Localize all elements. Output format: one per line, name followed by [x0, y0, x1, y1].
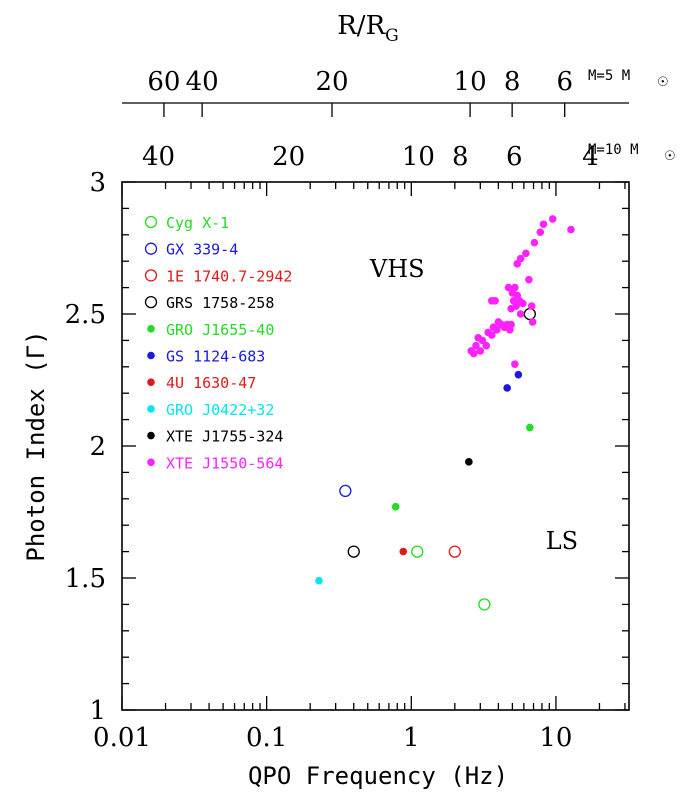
- data-points: [315, 215, 575, 611]
- data-point-filled: [511, 360, 519, 368]
- legend-label: 4U 1630-47: [166, 374, 256, 392]
- data-point-filled: [567, 225, 575, 234]
- legend-marker-open: [144, 242, 158, 255]
- legend-marker-filled: [147, 405, 155, 413]
- x-axis-label: QPO Frequency (Hz): [248, 762, 508, 790]
- y-tick-label: 1.5: [65, 564, 106, 594]
- mass10-tick-label: 4: [582, 142, 599, 172]
- data-point-open: [478, 598, 491, 611]
- data-point-open: [347, 545, 360, 558]
- legend-label: GX 339-4: [166, 241, 238, 259]
- data-point-filled: [482, 341, 491, 350]
- data-point-filled: [528, 318, 537, 326]
- data-point-filled: [504, 283, 513, 292]
- data-point-filled: [491, 297, 499, 305]
- legend-label: GS 1124-683: [166, 348, 265, 366]
- data-point-filled: [478, 336, 487, 345]
- top-axis-title: R/RG: [337, 11, 399, 46]
- legend-marker-open: [144, 269, 158, 282]
- legend: Cyg X-1 GX 339-4 1E 1740.7-2942 GRS 1758-25…: [144, 214, 292, 472]
- legend-label: XTE J1755-324: [166, 428, 283, 446]
- mass10-tick-label: 6: [506, 142, 523, 172]
- mass10-tick-label: 20: [272, 142, 305, 172]
- mass10-tick-label: 40: [142, 142, 175, 172]
- data-point-filled: [507, 320, 515, 329]
- legend-label: 1E 1740.7-2942: [166, 267, 292, 285]
- data-point-open: [523, 307, 536, 321]
- data-point-filled: [315, 576, 323, 585]
- mass5-tick-label: 20: [315, 67, 348, 97]
- mass10-label: M=10 M: [588, 142, 639, 158]
- y-tick-label: 3: [89, 168, 106, 198]
- x-axis-ticks: 0.01 0.1 1 10: [93, 182, 626, 753]
- mass5-tick-label: 60: [147, 67, 180, 97]
- data-point-filled: [511, 283, 519, 292]
- y-axis-ticks: 1 1.5 2 2.5 3: [65, 168, 629, 726]
- data-point-open: [339, 484, 352, 498]
- x-tick-label: 0.01: [93, 723, 151, 753]
- legend-marker-filled: [147, 351, 155, 360]
- data-point-open: [411, 545, 424, 558]
- legend-marker-open: [144, 295, 158, 309]
- legend-marker-open: [144, 215, 158, 229]
- data-point-filled: [518, 299, 527, 308]
- legend-marker-filled: [147, 431, 155, 440]
- legend-label: GRO J0422+32: [166, 401, 274, 419]
- x-tick-label: 1: [403, 723, 420, 753]
- legend-marker-filled: [147, 325, 155, 333]
- top-axis-title-subscript: G: [385, 26, 399, 46]
- data-point-filled: [516, 310, 525, 318]
- data-point-filled: [465, 458, 473, 466]
- legend-label: Cyg X-1: [166, 214, 229, 232]
- data-point-filled: [539, 220, 548, 229]
- data-point-filled: [487, 331, 496, 339]
- mass10-sun-symbol: ☉: [664, 149, 676, 164]
- legend-label: GRS 1758-258: [166, 294, 274, 312]
- y-tick-label: 2: [89, 432, 106, 462]
- legend-marker-filled: [147, 378, 155, 387]
- region-label: LS: [546, 527, 578, 555]
- mass5-tick-label: 40: [186, 67, 219, 97]
- y-tick-label: 2.5: [65, 300, 106, 330]
- data-point-filled: [530, 238, 539, 247]
- data-point-filled: [536, 228, 545, 236]
- data-point-filled: [514, 370, 523, 379]
- data-point-open: [448, 545, 461, 558]
- y-axis-label: Photon Index (Γ): [22, 330, 50, 561]
- data-point-filled: [527, 302, 536, 310]
- x-tick-label: 10: [539, 723, 572, 753]
- mass5-sun-symbol: ☉: [657, 75, 669, 90]
- data-point-filled: [503, 384, 511, 392]
- data-point-filled: [391, 502, 400, 511]
- legend-marker-filled: [147, 458, 155, 467]
- mass5-tick-label: 10: [454, 67, 487, 97]
- region-label: VHS: [369, 255, 425, 283]
- data-point-filled: [526, 423, 534, 432]
- legend-label: GRO J1655-40: [166, 321, 274, 339]
- data-point-filled: [469, 349, 478, 358]
- data-point-filled: [399, 547, 408, 556]
- annotations: VHS LS: [369, 255, 578, 555]
- data-point-filled: [548, 215, 557, 223]
- mass5-tick-label: 6: [556, 67, 573, 97]
- data-point-filled: [516, 254, 525, 263]
- mass5-label: M=5 M: [588, 68, 630, 84]
- y-tick-label: 1: [89, 696, 106, 726]
- data-point-filled: [525, 275, 533, 284]
- mass10-tick-label: 10: [402, 142, 435, 172]
- mass5-tick-label: 8: [504, 67, 521, 97]
- legend-label: XTE J1550-564: [166, 454, 283, 472]
- x-tick-label: 0.1: [246, 723, 287, 753]
- data-point-filled: [476, 347, 485, 355]
- data-point-filled: [472, 341, 480, 350]
- data-point-filled: [492, 326, 501, 334]
- data-point-filled: [522, 249, 530, 258]
- mass10-tick-label: 8: [452, 142, 469, 172]
